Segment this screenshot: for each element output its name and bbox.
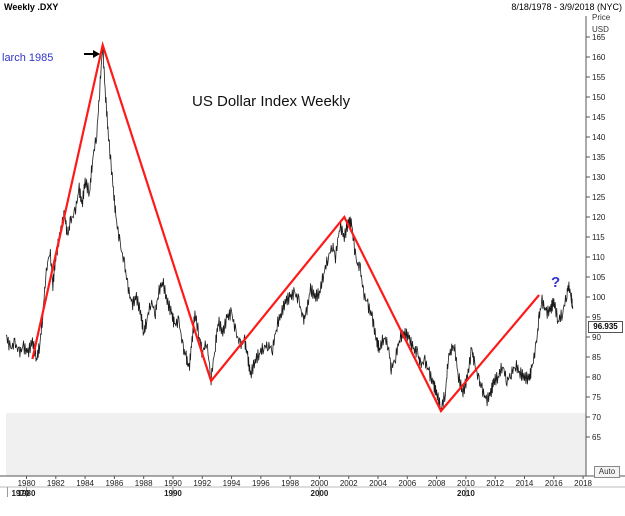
currency-axis-label: USD (592, 25, 609, 34)
trend-zigzag-line (31, 40, 540, 413)
y-tick-label: 85 (592, 353, 601, 362)
auto-scale-button[interactable]: Auto (594, 466, 620, 478)
price-series-line (5, 47, 574, 412)
decade-label: 1990 (164, 489, 182, 498)
x-tick-label: 2006 (398, 479, 416, 488)
decade-label: 1970 (11, 489, 29, 498)
y-tick-label: 110 (592, 253, 605, 262)
y-tick-label: 135 (592, 153, 606, 162)
y-tick-label: 125 (592, 193, 606, 202)
question-mark-annotation: ? (551, 274, 560, 291)
y-tick-label: 65 (592, 433, 601, 442)
x-tick-label: 2010 (457, 479, 475, 488)
x-tick-label: 2014 (516, 479, 534, 488)
price-axis-label: Price (592, 13, 611, 22)
peak-annotation-label: larch 1985 (2, 52, 53, 64)
chart-header: Weekly .DXY 8/18/1978 - 3/9/2018 (NYC) (0, 0, 625, 16)
x-tick-label: 2018 (574, 479, 592, 488)
x-tick-label: 2002 (340, 479, 358, 488)
y-tick-label: 145 (592, 113, 606, 122)
x-tick-label: 2004 (369, 479, 387, 488)
x-tick-label: 1982 (47, 479, 65, 488)
decade-label: 2000 (311, 489, 329, 498)
x-tick-label: 1992 (193, 479, 211, 488)
y-tick-label: 140 (592, 133, 606, 142)
y-tick-label: 90 (592, 333, 601, 342)
y-tick-label: 75 (592, 393, 601, 402)
x-tick-label: 1996 (252, 479, 270, 488)
x-tick-label: 1986 (105, 479, 123, 488)
y-tick-label: 80 (592, 373, 601, 382)
y-tick-label: 130 (592, 173, 606, 182)
y-tick-label: 150 (592, 93, 606, 102)
x-tick-label: 1984 (76, 479, 94, 488)
lower-shaded-region (6, 413, 586, 476)
date-range-label: 8/18/1978 - 3/9/2018 (NYC) (511, 2, 622, 12)
y-tick-label: 95 (592, 313, 601, 322)
x-tick-label: 1998 (281, 479, 299, 488)
arrow-icon (93, 50, 100, 58)
x-tick-label: 1994 (223, 479, 241, 488)
instrument-label: Weekly .DXY (4, 2, 59, 12)
decade-label: 2010 (457, 489, 475, 498)
x-tick-label: 1988 (135, 479, 153, 488)
x-tick-label: 2012 (486, 479, 504, 488)
decade-label: 1980 (18, 489, 36, 498)
x-tick-label: 2008 (428, 479, 446, 488)
y-tick-label: 100 (592, 293, 606, 302)
current-value-tag: 96.935 (588, 321, 623, 333)
y-tick-label: 160 (592, 53, 606, 62)
y-tick-label: 120 (592, 213, 606, 222)
y-tick-label: 105 (592, 273, 606, 282)
x-tick-label: 1980 (18, 479, 36, 488)
y-tick-label: 115 (592, 233, 605, 242)
chart-title: US Dollar Index Weekly (192, 93, 351, 110)
y-tick-label: 165 (592, 33, 606, 42)
y-tick-label: 70 (592, 413, 601, 422)
x-tick-label: 1990 (164, 479, 182, 488)
y-tick-label: 155 (592, 73, 606, 82)
x-tick-label: 2016 (545, 479, 563, 488)
x-tick-label: 2000 (311, 479, 329, 488)
